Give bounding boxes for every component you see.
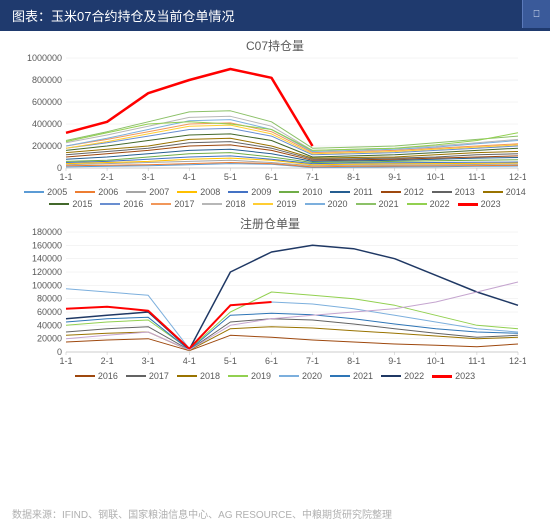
svg-text:9-1: 9-1 (388, 172, 401, 182)
legend-item: 2016 (75, 371, 118, 381)
legend-item: 2022 (381, 371, 424, 381)
chart1-title: C07持仓量 (14, 37, 536, 54)
legend-item: 2006 (75, 187, 118, 197)
legend-item: 2008 (177, 187, 220, 197)
svg-text:120000: 120000 (32, 267, 62, 277)
svg-text:4-1: 4-1 (183, 172, 196, 182)
svg-text:160000: 160000 (32, 240, 62, 250)
legend-item: 2023 (458, 199, 501, 209)
svg-text:8-1: 8-1 (347, 356, 360, 366)
svg-text:6-1: 6-1 (265, 172, 278, 182)
svg-text:10-1: 10-1 (427, 356, 445, 366)
logo-icon: ⎕ (522, 0, 550, 28)
header-bar: 图表：玉米07合约持仓及当前仓单情况 ⎕ (0, 0, 550, 31)
svg-text:40000: 40000 (37, 320, 62, 330)
svg-text:4-1: 4-1 (183, 356, 196, 366)
legend-item: 2005 (24, 187, 67, 197)
legend-item: 2016 (100, 199, 143, 209)
legend-item: 2011 (330, 187, 372, 197)
header-title: 图表：玉米07合约持仓及当前仓单情况 (12, 9, 234, 24)
svg-text:400000: 400000 (32, 119, 62, 129)
svg-text:20000: 20000 (37, 334, 62, 344)
chart2-legend: 2016 2017 2018 2019 2020 2021 2022 2023 (14, 370, 536, 382)
svg-text:11-1: 11-1 (468, 172, 485, 182)
legend-item: 2021 (356, 199, 399, 209)
svg-text:3-1: 3-1 (142, 172, 155, 182)
legend-item: 2020 (305, 199, 348, 209)
svg-text:7-1: 7-1 (306, 356, 319, 366)
svg-text:100000: 100000 (32, 280, 62, 290)
legend-item: 2019 (253, 199, 296, 209)
legend-item: 2010 (279, 187, 322, 197)
svg-text:180000: 180000 (32, 227, 62, 237)
chart2-svg: 0200004000060000800001000001200001400001… (14, 216, 526, 368)
svg-text:200000: 200000 (32, 141, 62, 151)
svg-text:6-1: 6-1 (265, 356, 278, 366)
legend-item: 2019 (228, 371, 271, 381)
legend-item: 2012 (381, 187, 424, 197)
svg-text:3-1: 3-1 (142, 356, 155, 366)
svg-text:1-1: 1-1 (59, 172, 72, 182)
legend-item: 2017 (126, 371, 169, 381)
chart1-svg: 020000040000060000080000010000001-12-13-… (14, 54, 526, 184)
legend-item: 2020 (279, 371, 322, 381)
svg-text:140000: 140000 (32, 254, 62, 264)
svg-text:1000000: 1000000 (27, 54, 62, 63)
svg-text:9-1: 9-1 (388, 356, 401, 366)
svg-text:600000: 600000 (32, 97, 62, 107)
svg-text:5-1: 5-1 (224, 172, 237, 182)
svg-text:注册仓单量: 注册仓单量 (240, 216, 300, 231)
legend-item: 2018 (177, 371, 220, 381)
legend-item: 2013 (432, 187, 475, 197)
svg-text:8-1: 8-1 (347, 172, 360, 182)
svg-text:7-1: 7-1 (306, 172, 319, 182)
svg-text:2-1: 2-1 (101, 172, 114, 182)
svg-text:5-1: 5-1 (224, 356, 237, 366)
legend-item: 2014 (483, 187, 526, 197)
footer-source: 数据来源：IFIND、钢联、国家粮油信息中心、AG RESOURCE、中粮期货研… (12, 506, 392, 521)
svg-text:12-1: 12-1 (509, 356, 526, 366)
svg-text:800000: 800000 (32, 75, 62, 85)
legend-item: 2021 (330, 371, 373, 381)
svg-text:1-1: 1-1 (59, 356, 72, 366)
svg-text:80000: 80000 (37, 294, 62, 304)
legend-item: 2023 (432, 371, 475, 381)
legend-item: 2009 (228, 187, 271, 197)
legend-item: 2017 (151, 199, 194, 209)
legend-item: 2018 (202, 199, 245, 209)
svg-text:2-1: 2-1 (101, 356, 114, 366)
svg-text:60000: 60000 (37, 307, 62, 317)
legend-item: 2007 (126, 187, 169, 197)
chart1-legend: 2005 2006 2007 2008 2009 2010 2011 2012 2013 2014… (14, 186, 536, 210)
legend-item: 2022 (407, 199, 450, 209)
svg-text:10-1: 10-1 (427, 172, 445, 182)
svg-text:11-1: 11-1 (468, 356, 485, 366)
legend-item: 2015 (49, 199, 92, 209)
svg-text:12-1: 12-1 (509, 172, 526, 182)
